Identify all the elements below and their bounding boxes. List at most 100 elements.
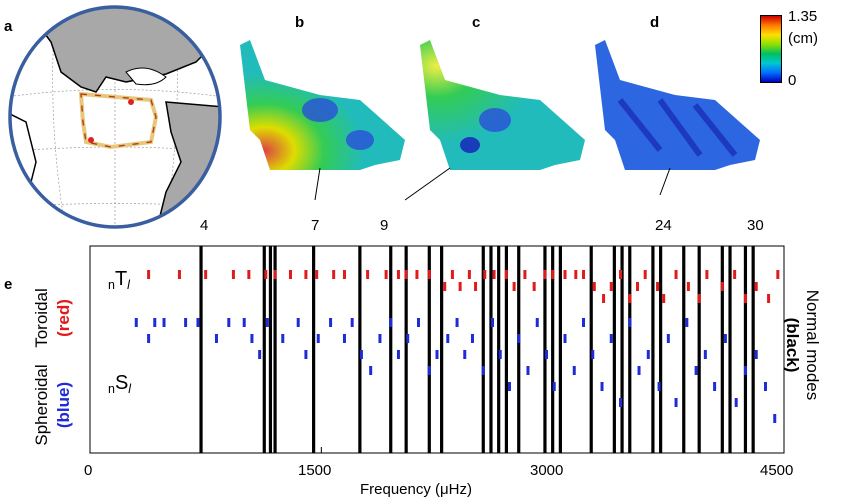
- spheroidal-mode-mark: [427, 366, 431, 375]
- spheroidal-mode-mark: [646, 350, 650, 359]
- toroidal-mode-mark: [705, 270, 709, 279]
- spheroidal-mode-mark: [723, 334, 727, 343]
- toroidal-mode-mark: [512, 282, 516, 291]
- spheroidal-mode-mark: [713, 382, 717, 391]
- toroidal-mode-mark: [342, 270, 346, 279]
- spheroidal-mode-mark: [763, 382, 767, 391]
- spheroidal-mode-mark: [265, 318, 269, 327]
- spheroidal-mode-mark: [552, 382, 556, 391]
- toroidal-mode-mark: [628, 294, 632, 303]
- subscript-l: l: [127, 278, 130, 292]
- toroidal-mode-mark: [467, 270, 471, 279]
- spheroidal-mode-mark: [563, 334, 567, 343]
- spheroidal-mode-mark: [491, 318, 495, 327]
- toroidal-mode-mark: [733, 270, 737, 279]
- spheroidal-mode-mark: [507, 382, 511, 391]
- x-tick-label: 0: [84, 462, 93, 479]
- x-tick-label: 4500: [760, 462, 794, 479]
- spheroidal-mode-mark: [153, 318, 157, 327]
- spheroidal-mode-mark: [470, 334, 474, 343]
- toroidal-mode-mark: [574, 270, 578, 279]
- colorbar-min: 0: [788, 72, 797, 89]
- toroidal-mode-mark: [635, 282, 639, 291]
- spheroidal-mode-mark: [134, 318, 138, 327]
- toroidal-mode-mark: [551, 270, 555, 279]
- spheroidal-mode-mark: [227, 318, 231, 327]
- subscript-n: n: [108, 278, 115, 292]
- spheroidal-mode-mark: [666, 334, 670, 343]
- toroidal-mode-mark: [247, 270, 251, 279]
- toroidal-mode-mark: [273, 270, 277, 279]
- panel-label-b: b: [295, 14, 305, 31]
- spheroidal-mode-mark: [773, 414, 777, 423]
- toroidal-mode-mark: [415, 270, 419, 279]
- toroidal-mode-mark: [656, 282, 660, 291]
- mode-number: 30: [747, 217, 764, 234]
- toroidal-mode-mark: [177, 270, 181, 279]
- toroidal-mode-mark: [543, 270, 547, 279]
- spheroidal-mode-mark: [674, 398, 678, 407]
- mode-number: 9: [380, 217, 389, 234]
- toroidal-mode-mark: [288, 270, 292, 279]
- spheroidal-mode-mark: [281, 334, 285, 343]
- spheroidal-mode-mark: [582, 318, 586, 327]
- toroidal-mode-mark: [662, 294, 666, 303]
- toroidal-mode-mark: [492, 270, 496, 279]
- spheroidal-mode-mark: [304, 350, 308, 359]
- spheroidal-mode-mark: [396, 350, 400, 359]
- colorbar: [760, 15, 782, 83]
- toroidal-mode-mark: [396, 270, 400, 279]
- spheroidal-mode-mark: [316, 334, 320, 343]
- toroidal-mode-mark: [686, 282, 690, 291]
- spheroidal-mode-mark: [296, 318, 300, 327]
- spheroidal-mode-mark: [455, 318, 459, 327]
- toroidal-mode-mark: [582, 270, 586, 279]
- toroidal-mode-mark: [602, 294, 606, 303]
- spheroidal-mode-mark: [703, 350, 707, 359]
- spheroidal-mode-mark: [694, 366, 698, 375]
- toroidal-mode-mark: [643, 270, 647, 279]
- toroidal-mode-mark: [474, 282, 478, 291]
- panel-label-a: a: [4, 18, 13, 35]
- spheroidal-mode-mark: [214, 334, 218, 343]
- spheroidal-mode-mark: [446, 334, 450, 343]
- x-tick-label: 1500: [298, 462, 332, 479]
- spheroidal-mode-mark: [147, 334, 151, 343]
- spheroidal-mode-mark: [754, 350, 758, 359]
- spheroidal-mode-mark: [258, 350, 262, 359]
- toroidal-mode-mark: [720, 282, 724, 291]
- toroidal-mode-mark: [315, 270, 319, 279]
- panel-label-e: e: [4, 276, 13, 293]
- mode-shape-maps: [240, 40, 760, 201]
- spheroidal-mode-mark: [406, 334, 410, 343]
- toroidal-row-label: nTl: [108, 268, 130, 292]
- subscript-l: l: [128, 382, 132, 396]
- spheroidal-mode-mark: [389, 318, 393, 327]
- spheroidal-mode-mark: [162, 318, 166, 327]
- spheroidal-mode-mark: [242, 318, 246, 327]
- spheroidal-mode-mark: [498, 350, 502, 359]
- toroidal-mode-mark: [563, 270, 567, 279]
- spheroidal-mode-mark: [481, 366, 485, 375]
- letter-s: S: [114, 372, 129, 394]
- spheroidal-mode-mark: [609, 334, 613, 343]
- toroidal-mode-mark: [776, 270, 780, 279]
- colorbar-unit: (cm): [788, 30, 818, 47]
- toroidal-mode-mark: [231, 270, 235, 279]
- spheroidal-mode-mark: [369, 366, 373, 375]
- globe-map: [8, 5, 222, 229]
- spheroidal-mode-mark: [743, 366, 747, 375]
- spheroidal-mode-mark: [657, 382, 661, 391]
- toroidal-mode-mark: [609, 282, 613, 291]
- letter-t: T: [114, 268, 128, 290]
- toroidal-mode-mark: [674, 270, 678, 279]
- toroidal-mode-mark: [592, 282, 596, 291]
- spheroidal-mode-mark: [378, 334, 382, 343]
- toroidal-mode-mark: [483, 270, 487, 279]
- toroidal-mode-mark: [532, 282, 536, 291]
- toroidal-mode-mark: [204, 270, 208, 279]
- mode-number: 7: [311, 217, 320, 234]
- mode-number: 4: [200, 217, 209, 234]
- spheroidal-mode-mark: [591, 350, 595, 359]
- spheroidal-mode-mark: [463, 350, 467, 359]
